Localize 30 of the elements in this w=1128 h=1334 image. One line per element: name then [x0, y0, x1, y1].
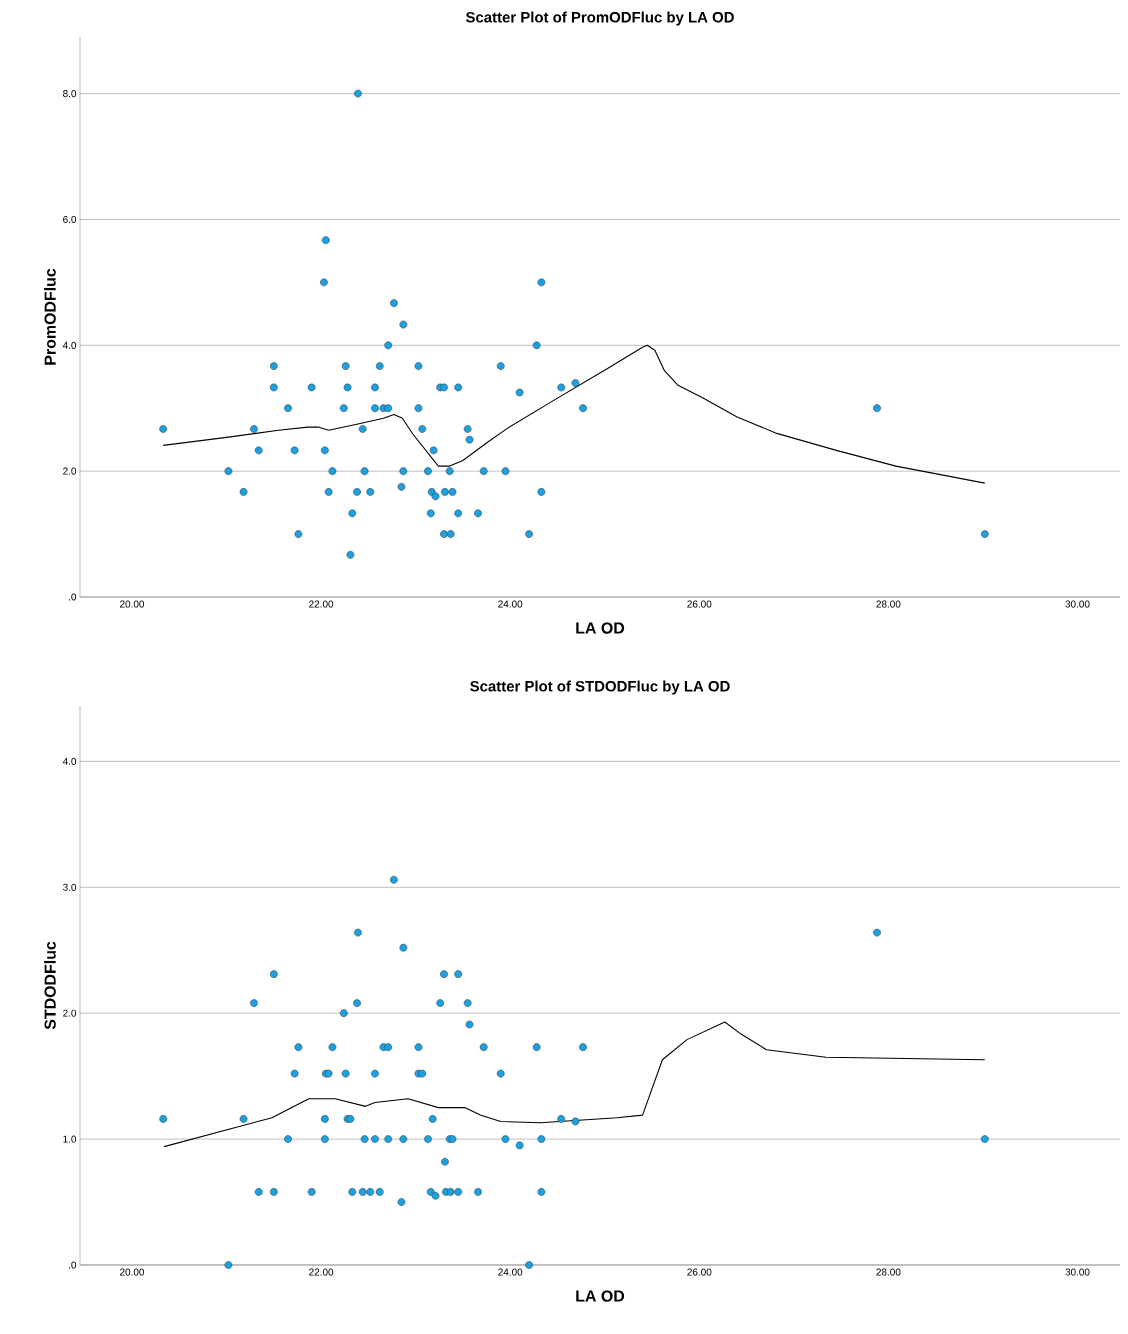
x-tick-label: 26.00: [687, 600, 712, 608]
x-tick-label: 30.00: [1065, 600, 1090, 608]
y-tick-label: 4.0: [62, 757, 77, 765]
x-tick-label: 26.00: [687, 1268, 712, 1276]
x-tick-label: 20.00: [120, 600, 145, 608]
x-axis-title: LA OD: [576, 622, 625, 634]
chart-title: Scatter Plot of PromODFluc by LA OD: [465, 11, 734, 26]
x-tick-label: 22.00: [309, 1268, 334, 1276]
x-tick-label: 28.00: [876, 1268, 901, 1276]
x-tick-label: 24.00: [498, 600, 523, 608]
x-tick-label: 24.00: [498, 1268, 523, 1276]
y-tick-label: 8.0: [63, 90, 77, 98]
y-tick-label: 3.0: [63, 883, 77, 891]
x-tick-label: 30.00: [1065, 1268, 1090, 1276]
x-tick-label: 20.00: [120, 1268, 145, 1276]
y-axis-title: PromODFluc: [44, 268, 56, 365]
y-tick-label: .0: [69, 1261, 77, 1269]
x-axis-title: LA OD: [576, 1290, 625, 1302]
chart-title: Scatter Plot of STDODFluc by LA OD: [470, 680, 730, 695]
line-series: [162, 344, 986, 484]
x-tick-label: 28.00: [876, 600, 901, 608]
x-tick-label: 22.00: [309, 600, 334, 608]
y-axis-title: STDODFluc: [44, 941, 56, 1030]
y-tick-label: 2.0: [63, 467, 77, 475]
y-tick-label: 1.0: [63, 1135, 77, 1143]
y-tick-label: .0: [69, 593, 77, 601]
line-series: [163, 1021, 986, 1148]
y-tick-label: 6.0: [63, 215, 77, 223]
y-tick-label: 4.0: [62, 341, 77, 349]
y-tick-label: 2.0: [63, 1009, 77, 1017]
